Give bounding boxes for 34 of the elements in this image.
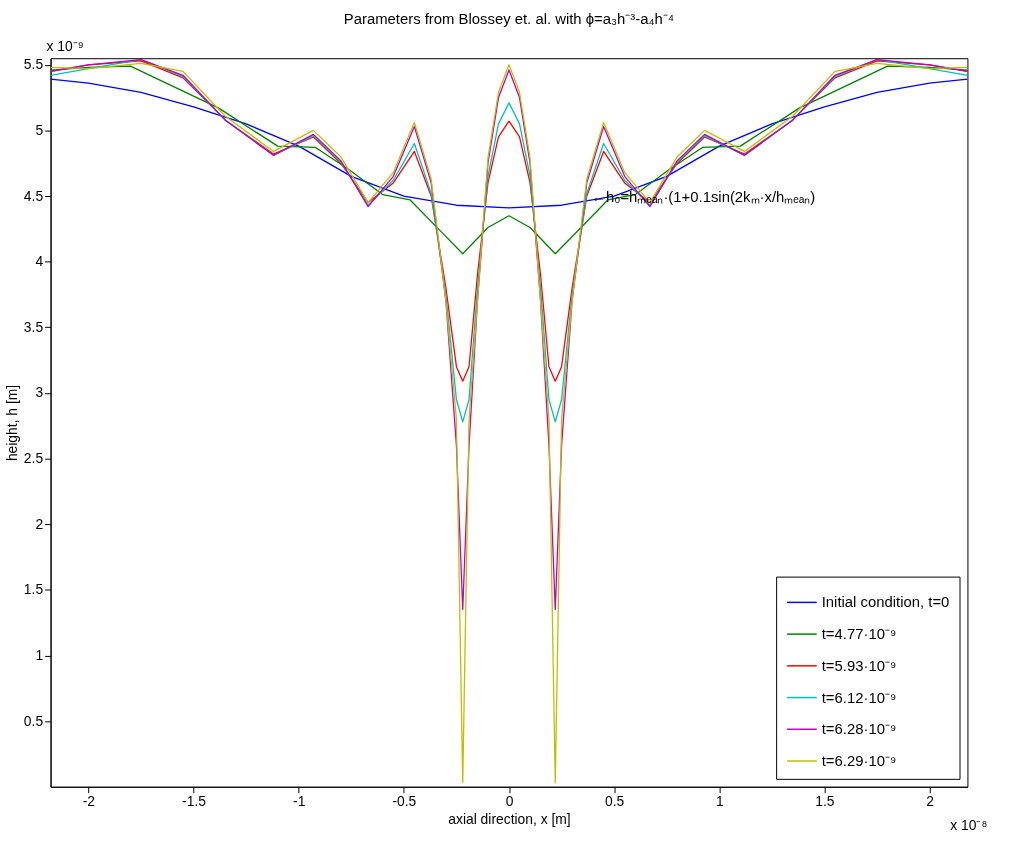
legend-label: t=5.93·10⁻⁹	[821, 657, 897, 674]
legend-label: t=4.77·10⁻⁹	[821, 626, 897, 643]
x-tick-label: -1.5	[182, 793, 207, 810]
x-tick-label: 1	[715, 793, 724, 810]
x-tick-label: -1	[293, 793, 306, 810]
y-tick-label: 3.5	[23, 318, 44, 335]
x-tick-label: -2	[82, 793, 96, 810]
x-tick-label: 0	[505, 793, 514, 810]
text: x 10⁻⁹	[46, 38, 84, 55]
x-axis-title: axial direction, x [m]	[448, 810, 571, 827]
text: x 10⁻⁸	[950, 817, 988, 834]
legend-label: t=6.12·10⁻⁹	[821, 689, 897, 706]
y-tick-label: 4	[35, 253, 44, 270]
y-tick-label: 0.5	[23, 712, 44, 729]
x-tick-label: -0.5	[392, 793, 417, 810]
y-tick-label: 1	[35, 646, 44, 663]
x-tick-label: 2	[926, 793, 935, 810]
legend-label: Initial condition, t=0	[821, 594, 950, 611]
line-series	[50, 62, 968, 784]
y-tick-label: 3	[35, 384, 44, 401]
legend-label: t=6.28·10⁻⁹	[821, 721, 897, 738]
legend-label: t=6.29·10⁻⁹	[821, 752, 897, 769]
y-axis-title: height, h [m]	[3, 384, 20, 462]
y-tick-label: 2.5	[23, 450, 44, 467]
line-series	[50, 65, 968, 255]
y-tick-label: 5.5	[23, 56, 44, 73]
y-tick-label: 4.5	[23, 187, 44, 204]
y-tick-label: 2	[35, 515, 44, 532]
chart-title: Parameters from Blossey et. al. with ϕ=a₃h⁻³-a₄h⁻⁴	[343, 10, 675, 27]
x-tick-label: 0.5	[605, 793, 625, 810]
y-tick-label: 5	[35, 121, 44, 138]
y-tick-label: 1.5	[23, 581, 44, 598]
line-series	[50, 78, 968, 209]
x-tick-label: 1.5	[815, 793, 835, 810]
